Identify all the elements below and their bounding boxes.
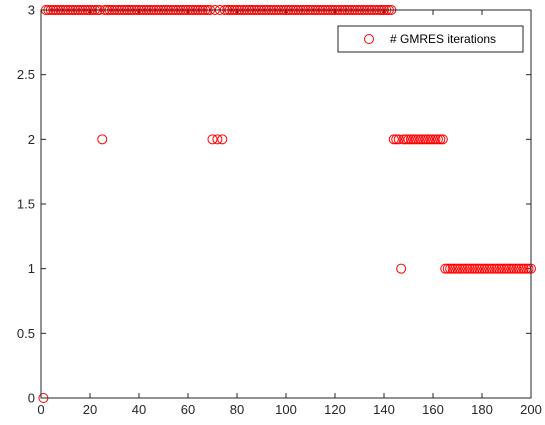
data-point-186 <box>494 263 505 274</box>
y-tick-label-0: 0 <box>28 391 35 406</box>
data-point-193 <box>511 263 522 274</box>
data-point-185 <box>491 263 502 274</box>
legend: # GMRES iterations <box>337 25 524 53</box>
x-tick-label-4: 80 <box>230 402 244 417</box>
data-point-158 <box>425 134 436 145</box>
data-point-153 <box>413 134 424 145</box>
data-point-71 <box>212 134 223 145</box>
x-tick-label-9: 180 <box>471 402 493 417</box>
data-point-182 <box>484 263 495 274</box>
legend-box <box>337 25 524 53</box>
data-point-172 <box>459 263 470 274</box>
legend-marker <box>364 34 374 44</box>
data-point-156 <box>420 134 431 145</box>
data-point-190 <box>503 263 514 274</box>
x-tick-label-2: 40 <box>132 402 146 417</box>
data-point-146 <box>396 263 407 274</box>
y-tick-label-6: 3 <box>28 3 35 18</box>
data-point-167 <box>447 263 458 274</box>
data-point-192 <box>508 263 519 274</box>
data-point-165 <box>442 263 453 274</box>
data-point-151 <box>408 134 419 145</box>
x-tick-label-7: 140 <box>373 402 395 417</box>
data-point-191 <box>506 263 517 274</box>
y-tick-label-5: 2.5 <box>17 67 35 82</box>
data-point-147 <box>398 134 409 145</box>
data-point-163 <box>437 134 448 145</box>
axes-box <box>40 9 532 399</box>
data-point-174 <box>464 263 475 274</box>
data-point-169 <box>452 263 463 274</box>
x-tick-label-10: 200 <box>520 402 542 417</box>
data-point-189 <box>501 263 512 274</box>
data-point-178 <box>474 263 485 274</box>
data-point-152 <box>410 134 421 145</box>
data-point-181 <box>481 263 492 274</box>
data-point-166 <box>445 263 456 274</box>
data-point-198 <box>523 263 534 274</box>
data-point-162 <box>435 134 446 145</box>
data-markers <box>38 5 536 403</box>
data-point-69 <box>207 134 218 145</box>
data-point-155 <box>418 134 429 145</box>
data-point-170 <box>454 263 465 274</box>
data-point-159 <box>428 134 438 145</box>
x-tick-label-5: 100 <box>275 402 297 417</box>
y-tick-label-2: 1 <box>28 261 35 276</box>
data-point-187 <box>496 263 507 274</box>
data-point-145 <box>393 134 404 145</box>
data-point-183 <box>486 263 497 274</box>
data-point-180 <box>479 263 490 274</box>
x-tick-label-8: 160 <box>422 402 444 417</box>
x-tick-label-0: 0 <box>37 402 44 417</box>
data-point-144 <box>391 134 402 145</box>
y-tick-label-4: 2 <box>28 132 35 147</box>
data-point-176 <box>469 263 480 274</box>
plot-area <box>41 10 531 398</box>
data-point-194 <box>513 263 524 274</box>
data-point-195 <box>516 263 527 274</box>
data-point-154 <box>415 134 426 145</box>
legend-label: # GMRES iterations <box>390 32 496 46</box>
y-tick-label-3: 1.5 <box>17 197 35 212</box>
data-point-157 <box>423 134 434 145</box>
data-point-177 <box>472 263 483 274</box>
data-point-175 <box>467 263 478 274</box>
data-point-150 <box>405 134 416 145</box>
x-tick-label-1: 20 <box>83 402 97 417</box>
data-point-148 <box>401 134 412 145</box>
x-tick-label-6: 120 <box>324 402 346 417</box>
y-tick-label-1: 0.5 <box>17 326 35 341</box>
tick-labels: 0 20 40 60 80 100 120 140 160 180 200 0 0.5 1 1.5 2 2.5 3 <box>17 3 542 418</box>
data-point-24 <box>97 134 108 145</box>
data-point-188 <box>499 263 510 274</box>
data-point-179 <box>477 263 487 274</box>
data-point-149 <box>403 134 414 145</box>
data-point-171 <box>457 263 468 274</box>
data-point-73 <box>217 134 228 145</box>
data-point-161 <box>432 134 443 145</box>
data-point-184 <box>489 263 500 274</box>
data-point-196 <box>518 263 529 274</box>
data-point-164 <box>440 263 451 274</box>
data-point-160 <box>430 134 441 145</box>
data-point-143 <box>388 134 399 145</box>
data-point-168 <box>450 263 461 274</box>
x-tick-label-3: 60 <box>181 402 195 417</box>
data-point-173 <box>462 263 473 274</box>
